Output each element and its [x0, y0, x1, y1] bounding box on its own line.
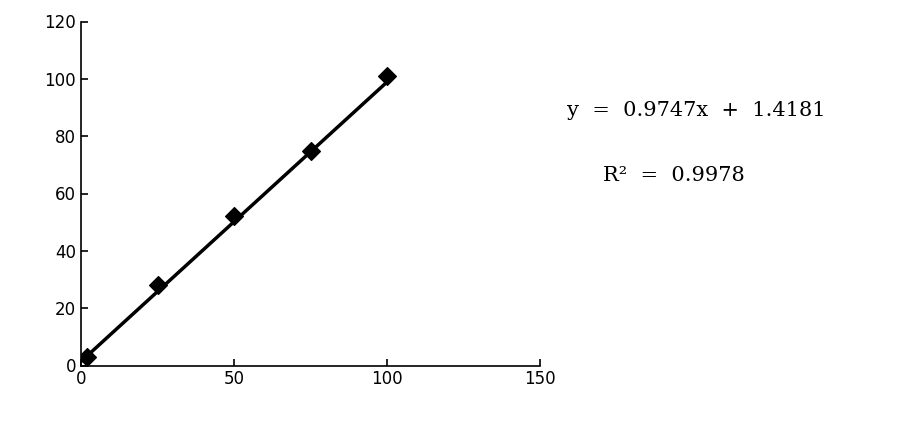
Point	[227, 213, 241, 220]
Point	[380, 73, 394, 80]
Point	[80, 353, 94, 360]
Point	[303, 147, 318, 154]
Point	[150, 282, 165, 289]
Text: y  =  0.9747x  +  1.4181: y = 0.9747x + 1.4181	[567, 101, 825, 120]
Text: R²  =  0.9978: R² = 0.9978	[603, 166, 745, 185]
